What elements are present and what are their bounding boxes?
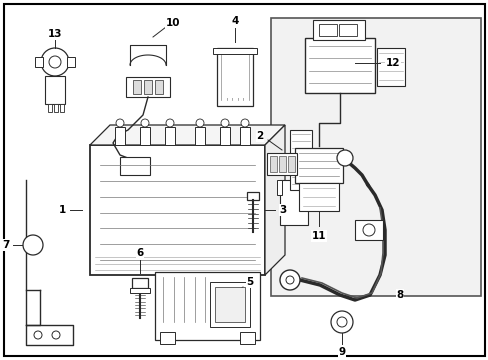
Bar xyxy=(305,38,374,93)
Bar xyxy=(376,48,404,86)
Bar xyxy=(120,157,150,175)
Bar xyxy=(287,156,294,172)
Bar xyxy=(60,104,64,112)
Bar xyxy=(35,57,43,67)
Bar xyxy=(289,130,311,190)
Bar xyxy=(266,153,296,175)
Bar xyxy=(209,282,249,327)
Text: 11: 11 xyxy=(311,231,325,241)
Bar xyxy=(126,77,170,97)
Bar xyxy=(354,220,382,240)
Bar xyxy=(338,24,356,36)
Text: 5: 5 xyxy=(246,277,253,287)
Bar xyxy=(54,104,58,112)
Circle shape xyxy=(336,317,346,327)
Circle shape xyxy=(41,48,69,76)
Bar xyxy=(48,104,52,112)
Circle shape xyxy=(49,56,61,68)
Text: 12: 12 xyxy=(385,58,400,68)
Bar xyxy=(276,180,282,195)
Text: 1: 1 xyxy=(58,205,65,215)
Bar xyxy=(67,57,75,67)
Circle shape xyxy=(34,331,42,339)
Circle shape xyxy=(362,224,374,236)
Text: 13: 13 xyxy=(48,29,62,39)
Circle shape xyxy=(116,119,124,127)
Bar xyxy=(90,145,264,275)
Bar xyxy=(132,278,148,288)
Circle shape xyxy=(221,119,228,127)
Text: 4: 4 xyxy=(231,16,238,26)
Circle shape xyxy=(285,276,293,284)
Bar xyxy=(312,20,364,40)
Bar xyxy=(223,54,246,98)
Circle shape xyxy=(165,119,174,127)
Circle shape xyxy=(280,270,299,290)
Text: 8: 8 xyxy=(396,290,403,300)
Bar xyxy=(155,272,260,340)
Bar xyxy=(155,80,163,94)
Circle shape xyxy=(23,235,43,255)
Bar xyxy=(240,332,254,344)
Bar xyxy=(133,80,141,94)
Text: 10: 10 xyxy=(165,18,180,28)
Bar xyxy=(140,127,150,145)
Bar xyxy=(143,80,152,94)
Bar xyxy=(294,148,342,183)
Text: 9: 9 xyxy=(338,347,345,357)
Bar xyxy=(246,192,259,200)
Text: 7: 7 xyxy=(2,240,10,250)
Bar xyxy=(130,288,150,293)
Bar xyxy=(164,127,175,145)
Bar xyxy=(215,287,244,322)
Bar xyxy=(160,332,175,344)
Bar xyxy=(220,127,229,145)
Bar xyxy=(195,127,204,145)
Bar xyxy=(240,127,249,145)
Circle shape xyxy=(52,331,60,339)
Bar xyxy=(280,180,307,225)
Bar xyxy=(217,48,252,106)
Bar xyxy=(298,183,338,211)
Bar xyxy=(279,156,285,172)
Bar xyxy=(318,24,336,36)
Bar xyxy=(213,48,257,54)
Circle shape xyxy=(330,311,352,333)
Polygon shape xyxy=(264,125,285,275)
Text: 2: 2 xyxy=(256,131,263,141)
Bar xyxy=(115,127,125,145)
Circle shape xyxy=(141,119,149,127)
Circle shape xyxy=(241,119,248,127)
Text: 3: 3 xyxy=(279,205,286,215)
Polygon shape xyxy=(90,125,285,145)
Text: 6: 6 xyxy=(136,248,143,258)
Bar xyxy=(270,18,480,296)
Circle shape xyxy=(196,119,203,127)
Bar xyxy=(45,76,65,104)
Bar xyxy=(269,156,276,172)
Circle shape xyxy=(336,150,352,166)
